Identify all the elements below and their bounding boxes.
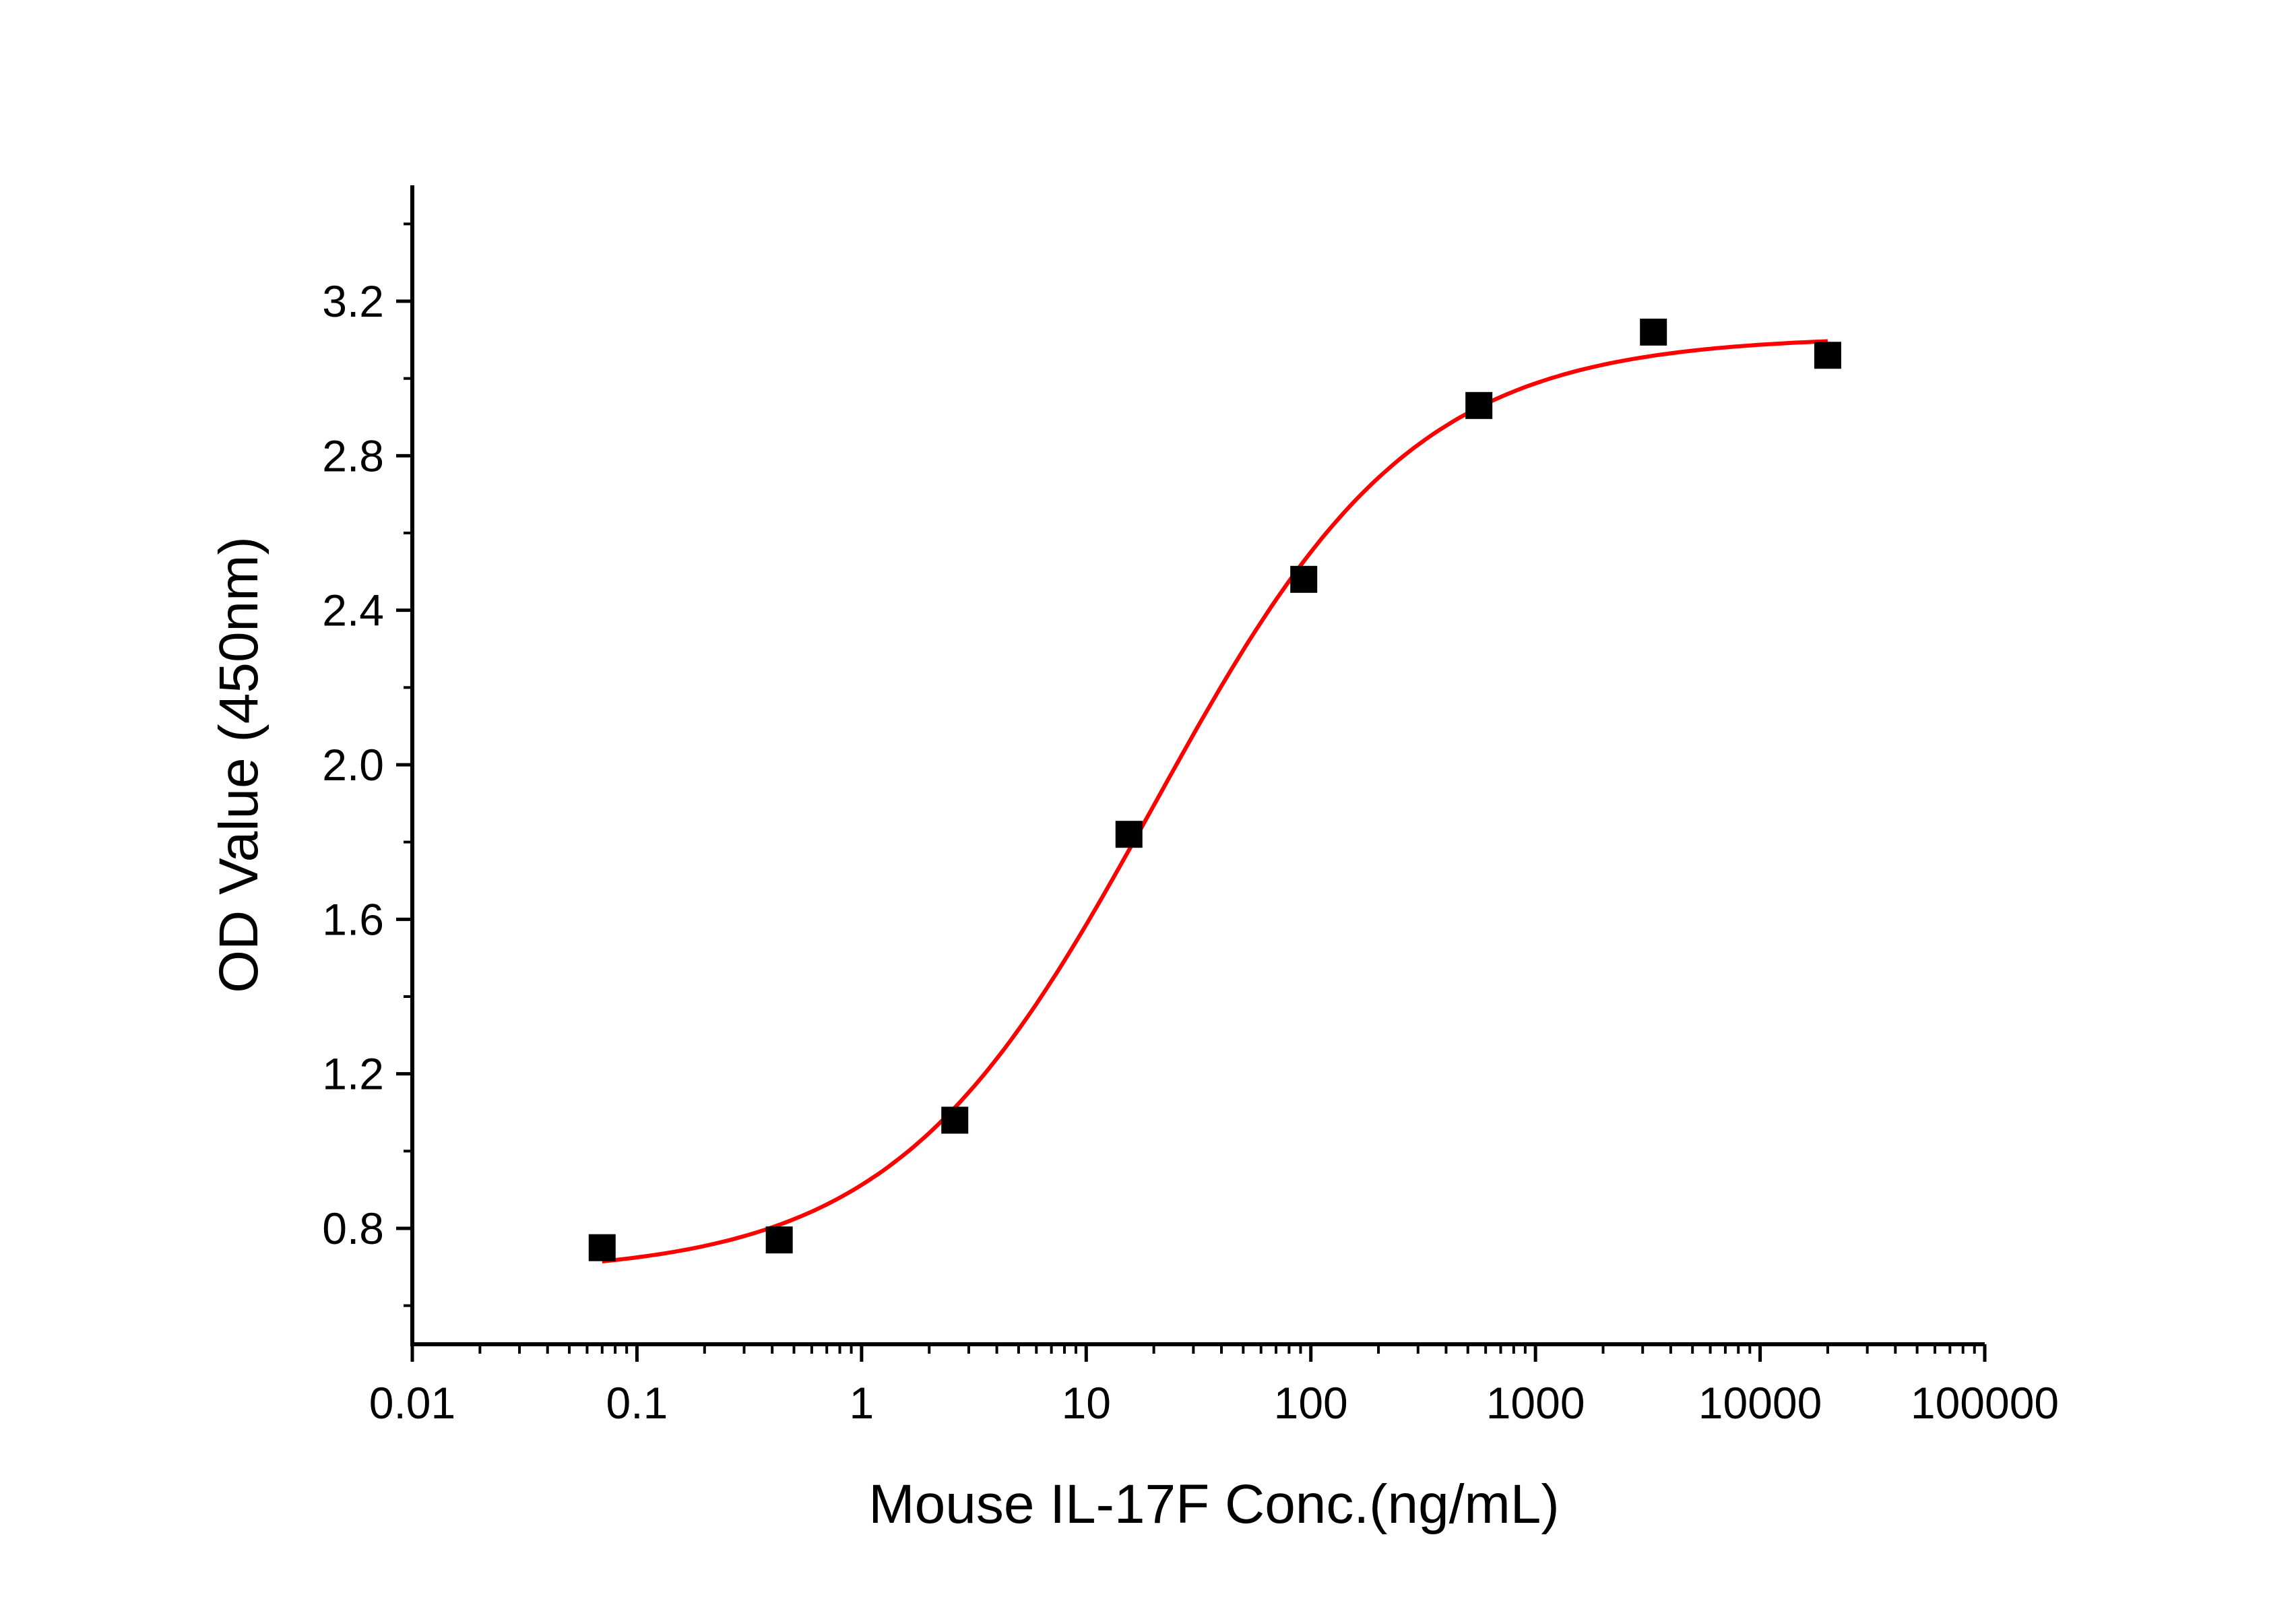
y-tick-label: 2.0 (322, 740, 384, 790)
y-axis-ticks: 0.8 1.2 1.6 2.0 2.4 2.8 3.2 (322, 222, 412, 1307)
data-point (765, 1226, 793, 1254)
data-point (1115, 821, 1143, 848)
data-point (1290, 565, 1318, 593)
y-tick-label: 3.2 (322, 276, 384, 326)
y-tick-label: 1.2 (322, 1049, 384, 1099)
x-tick-label: 100 (1274, 1378, 1348, 1428)
data-point (1814, 342, 1841, 369)
x-tick-label: 1000 (1486, 1378, 1585, 1428)
x-tick-label: 10000 (1698, 1378, 1822, 1428)
fit-curve (602, 339, 1828, 1263)
x-tick-label: 0.01 (369, 1378, 455, 1428)
x-axis-title: Mouse IL-17F Conc.(ng/mL) (868, 1474, 1559, 1535)
y-tick-label: 1.6 (322, 894, 384, 944)
data-point (1640, 318, 1667, 346)
data-point (588, 1234, 616, 1261)
data-point (941, 1106, 969, 1134)
x-tick-label: 100000 (1911, 1378, 2059, 1428)
data-point (1465, 391, 1493, 419)
axes (410, 185, 1985, 1346)
x-tick-label: 10 (1062, 1378, 1111, 1428)
x-tick-label: 1 (849, 1378, 874, 1428)
y-tick-label: 2.4 (322, 586, 384, 635)
x-axis-ticks: 0.01 0.1 1 10 100 1000 10000 100000 (369, 1344, 2059, 1428)
y-axis-title: OD Value (450nm) (208, 536, 269, 993)
y-tick-label: 2.8 (322, 431, 384, 480)
x-tick-label: 0.1 (606, 1378, 668, 1428)
y-tick-label: 0.8 (322, 1203, 384, 1253)
plot-area (588, 318, 1841, 1263)
